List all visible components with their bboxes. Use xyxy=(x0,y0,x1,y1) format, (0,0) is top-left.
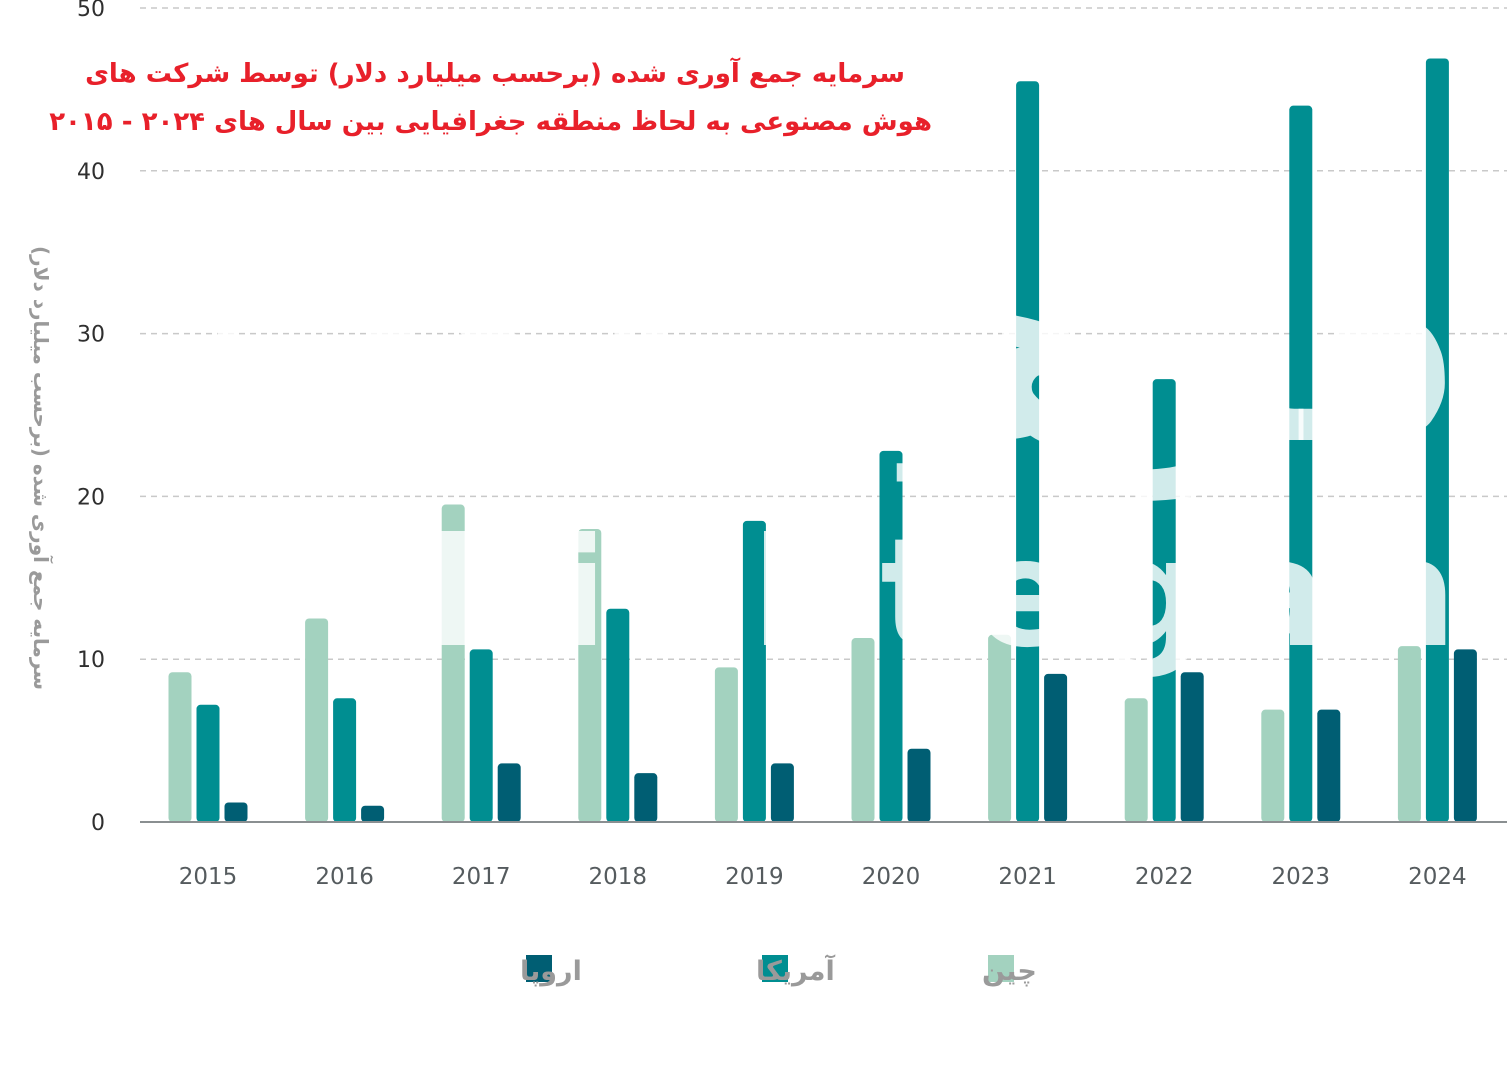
x-tick-label: 2022 xyxy=(1135,864,1194,890)
legend-label: اروپا xyxy=(520,956,582,987)
y-tick-label: 30 xyxy=(77,323,105,348)
y-tick-label: 10 xyxy=(77,648,105,673)
x-tick-label: 2023 xyxy=(1272,864,1331,890)
y-tick-label: 40 xyxy=(77,160,105,185)
watermark-persian: فرهیختگان xyxy=(135,208,1464,501)
bar xyxy=(851,638,875,822)
x-tick-label: 2018 xyxy=(589,864,648,890)
x-tick-label: 2020 xyxy=(862,864,921,890)
legend-label: آمریکا xyxy=(756,954,835,987)
title-line-2: هوش مصنوعی به لحاظ منطقه جغرافیایی بین س… xyxy=(49,107,932,137)
bar xyxy=(1289,105,1313,823)
gridlines xyxy=(140,7,1507,660)
x-tick-label: 2017 xyxy=(452,864,511,890)
x-tick-label: 2016 xyxy=(315,864,374,890)
bar xyxy=(1453,649,1477,822)
bar xyxy=(224,802,248,822)
bar xyxy=(1261,709,1285,822)
x-tick-label: 2024 xyxy=(1408,864,1467,890)
legend: چین آمریکا اروپا xyxy=(520,954,1037,987)
x-tick-label: 2021 xyxy=(998,864,1057,890)
bar xyxy=(196,704,220,822)
bar xyxy=(714,667,738,822)
x-tick-label: 2019 xyxy=(725,864,784,890)
bar xyxy=(497,763,521,822)
y-axis-label: سرمایه جمع آوری شده (برحسب میلیارد دلار) xyxy=(29,246,54,690)
y-tick-label: 0 xyxy=(91,811,105,836)
bar xyxy=(578,528,602,822)
bar xyxy=(988,634,1012,822)
legend-label: چین xyxy=(982,956,1037,987)
bar xyxy=(606,608,630,822)
bar xyxy=(1016,81,1040,822)
bar xyxy=(879,450,903,822)
bar xyxy=(305,618,329,822)
watermark: فرهیختگان farhikhtegan xyxy=(121,208,1479,681)
legend-swatch xyxy=(988,955,1014,982)
bars xyxy=(168,58,1477,823)
bar xyxy=(1317,709,1341,822)
bar xyxy=(469,649,493,822)
bar xyxy=(1180,672,1204,822)
bar xyxy=(770,763,794,822)
x-axis-ticks: 2015 2016 2017 2018 2019 2020 2021 2022 2023 2024 xyxy=(179,864,1467,890)
bar xyxy=(742,520,766,822)
bar xyxy=(1124,698,1148,822)
watermark-latin: farhikhtegan xyxy=(121,507,1479,681)
y-tick-label: 50 xyxy=(77,0,105,22)
bar xyxy=(441,504,465,822)
y-axis-ticks: 0 10 20 30 40 50 xyxy=(77,0,105,836)
bar xyxy=(1044,673,1068,822)
x-tick-label: 2015 xyxy=(179,864,238,890)
bar xyxy=(634,773,658,822)
bar xyxy=(168,672,192,822)
y-tick-label: 20 xyxy=(77,485,105,510)
bar xyxy=(333,698,357,822)
bar xyxy=(907,748,931,822)
chart-title: سرمایه جمع آوری شده (برحسب میلیارد دلار)… xyxy=(49,57,932,137)
bar xyxy=(361,805,385,822)
legend-swatch xyxy=(762,955,788,982)
bar xyxy=(1397,646,1421,822)
bar xyxy=(1152,379,1176,822)
bar xyxy=(1425,58,1449,822)
legend-swatch xyxy=(526,955,552,982)
title-line-1: سرمایه جمع آوری شده (برحسب میلیارد دلار)… xyxy=(85,57,905,89)
